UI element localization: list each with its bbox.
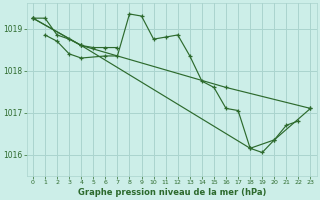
X-axis label: Graphe pression niveau de la mer (hPa): Graphe pression niveau de la mer (hPa) [77, 188, 266, 197]
